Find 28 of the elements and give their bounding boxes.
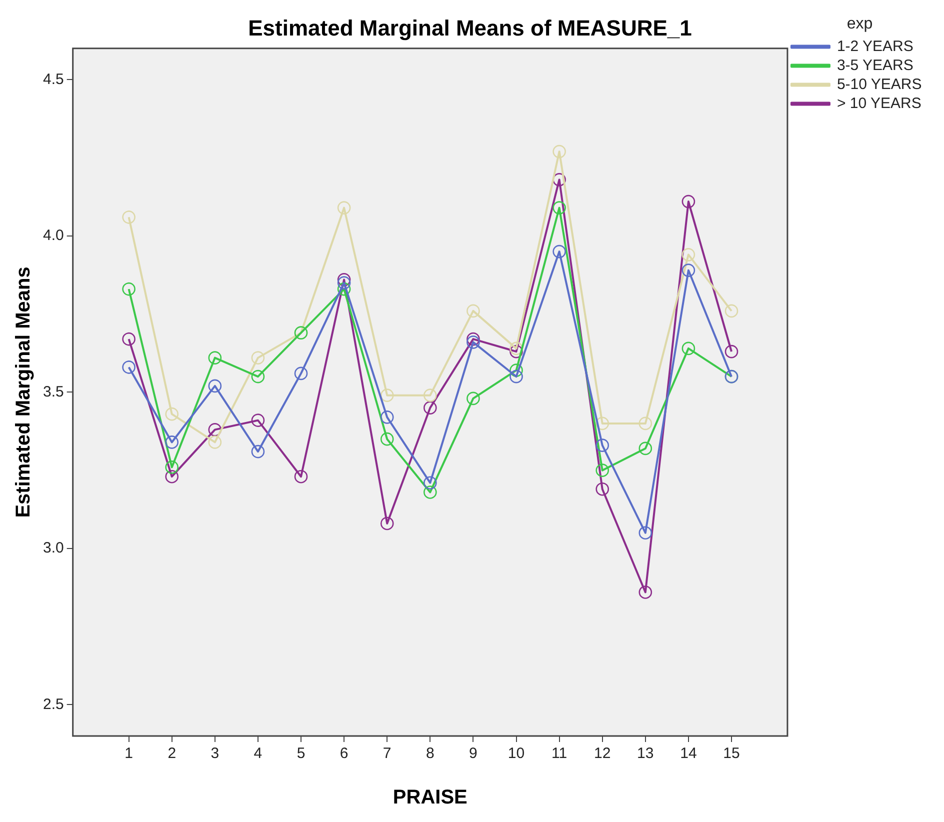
x-tick-label: 6 xyxy=(340,745,348,762)
legend-label: 5-10 YEARS xyxy=(836,76,922,93)
legend-label: 1-2 YEARS xyxy=(836,38,914,55)
x-tick-label: 5 xyxy=(296,745,306,762)
y-axis-title: Estimated Marginal Means xyxy=(12,266,35,518)
x-axis-title: PRAISE xyxy=(392,786,468,809)
legend-label: 3-5 YEARS xyxy=(836,56,914,74)
y-tick-label: 4.0 xyxy=(42,227,64,244)
x-tick-label: 1 xyxy=(124,745,133,762)
y-tick-label: 3.0 xyxy=(42,540,64,557)
chart-title: Estimated Marginal Means of MEASURE_1 xyxy=(248,15,692,40)
x-tick-label: 4 xyxy=(254,745,262,762)
x-tick-label: 11 xyxy=(552,745,568,762)
x-tick-label: 14 xyxy=(680,745,697,762)
x-tick-label: 2 xyxy=(168,745,176,762)
legend-label: > 10 YEARS xyxy=(836,94,922,112)
x-tick-label: 3 xyxy=(210,745,220,762)
y-tick-label: 2.5 xyxy=(42,696,64,713)
x-tick-label: 9 xyxy=(469,745,478,762)
y-tick-label: 3.5 xyxy=(42,383,64,400)
x-tick-label: 8 xyxy=(426,745,434,762)
legend-title: exp xyxy=(846,15,873,32)
y-tick-label: 4.5 xyxy=(42,70,64,88)
x-tick-label: 10 xyxy=(508,745,525,762)
x-tick-label: 15 xyxy=(723,745,740,762)
x-tick-label: 7 xyxy=(382,745,392,762)
x-tick-label: 13 xyxy=(637,745,654,762)
x-tick-label: 12 xyxy=(594,745,611,762)
